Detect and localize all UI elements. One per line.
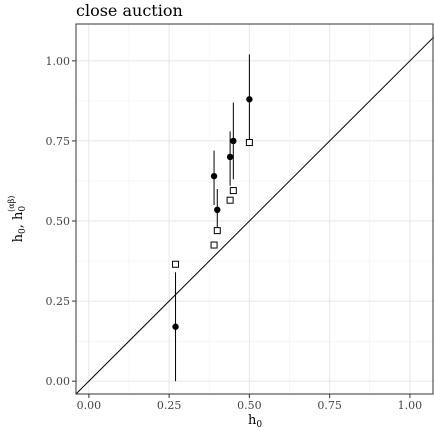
point-filled-circle [246,96,253,103]
point-filled-circle [172,323,179,330]
plot-grid [76,24,434,394]
y-axis-label: h0, h0(αβ) [7,196,28,243]
x-tick-label: 0.00 [77,399,102,412]
x-axis-label: h0 [248,413,262,430]
point-open-square [210,241,218,249]
point-open-square [226,196,234,204]
point-open-square [172,260,180,268]
point-open-square [245,139,253,147]
data-marks [172,54,253,382]
chart-title: close auction [76,1,183,20]
point-filled-circle [214,206,221,214]
x-tick-label: 1.00 [398,399,423,412]
point-filled-circle [210,172,218,180]
x-tick-label: 0.50 [237,399,262,412]
y-tick-label: 0.25 [46,295,71,308]
point-open-square [229,187,237,195]
point-filled-circle [226,153,234,161]
x-tick-label: 0.75 [317,399,342,412]
reference-line-group [75,36,434,395]
y-tick-label: 1.00 [46,55,71,68]
y-tick-label: 0.75 [46,135,71,148]
axes: 0.00 0.25 0.50 0.75 1.00 0.00 0.25 0.50 0.75 1.00 [46,55,423,412]
y-tick-label: 0.50 [46,215,71,228]
point-open-square [213,227,221,235]
point-filled-circle [230,137,237,145]
plot-frame [75,23,434,395]
y-tick-label: 0.00 [46,375,71,388]
x-tick-label: 0.25 [157,399,182,412]
reference-line [75,36,434,395]
